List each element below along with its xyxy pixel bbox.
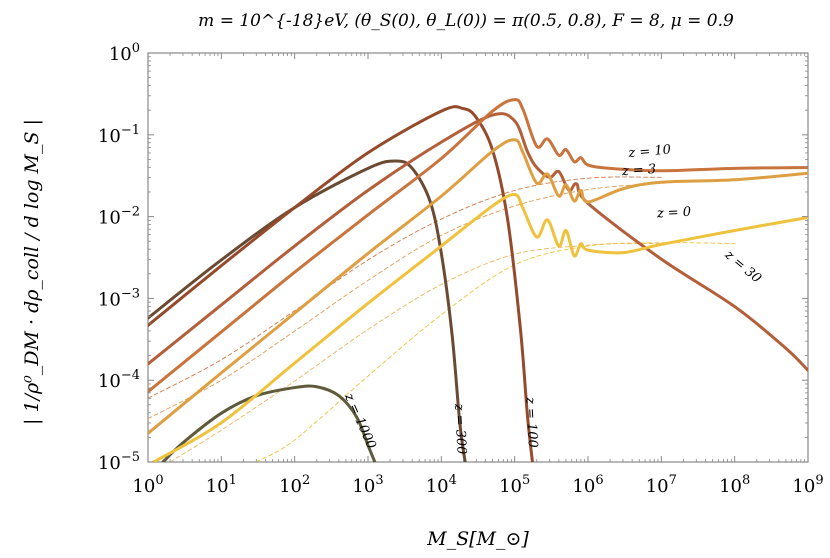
x-tick-label: 109	[792, 473, 823, 497]
x-tick-label: 108	[719, 473, 750, 497]
dashed-reference-line-7	[148, 176, 662, 399]
series-line-z-300	[148, 159, 467, 462]
dashed-reference-line-10	[255, 242, 736, 462]
y-tick-label: 10−2	[98, 205, 140, 229]
x-axis-ticks: 100 101 102 103 104 105 106 107 108 109	[132, 53, 824, 497]
series-line-z-3	[148, 138, 808, 435]
plot-frame	[147, 52, 809, 463]
y-tick-label: 10−3	[98, 286, 140, 310]
x-tick-label: 105	[499, 473, 530, 497]
chart-title: m = 10^{-18}eV, (θ_S(0), θ_L(0)) = π(0.5…	[198, 11, 734, 31]
curve-label-1000: z = 1000	[341, 390, 379, 451]
curve-label-30: z = 30	[721, 247, 764, 286]
x-tick-label: 103	[352, 473, 383, 497]
x-tick-label: 106	[572, 473, 603, 497]
series-line-z-0	[152, 193, 808, 462]
curve-label-10: z = 10	[627, 142, 672, 161]
x-tick-label: 102	[279, 473, 310, 497]
y-tick-label: 10−4	[98, 368, 140, 392]
x-tick-label: 101	[206, 473, 237, 497]
y-axis-title: | 1/ρ⁰_DM · dρ_coll / d log M_S |	[21, 119, 43, 425]
curve-label-100: z = 100	[522, 396, 540, 449]
series-line-z-100	[148, 105, 534, 462]
curve-label-3: z = 3	[620, 162, 656, 179]
series-line-z-10	[148, 98, 808, 394]
dashed-series-group	[148, 176, 736, 462]
x-tick-label: 107	[646, 473, 677, 497]
y-tick-label: 10−1	[98, 123, 140, 147]
y-tick-label: 100	[109, 41, 140, 65]
x-tick-label: 100	[132, 473, 163, 497]
y-tick-label: 10−5	[98, 450, 140, 474]
curve-label-300: z = 300	[451, 402, 469, 455]
solid-series-group	[148, 98, 808, 462]
plot-border	[147, 52, 809, 463]
curve-label-0: z = 0	[656, 205, 692, 222]
x-tick-label: 104	[426, 473, 457, 497]
x-axis-title: M_S[M_⊙]	[426, 528, 529, 550]
series-line-z-30	[148, 112, 808, 372]
y-axis-ticks: 10−5 10−4 10−3 10−2 10−1 100	[98, 41, 808, 474]
dashed-reference-line-8	[148, 182, 662, 420]
series-line-z-1000	[161, 384, 377, 462]
